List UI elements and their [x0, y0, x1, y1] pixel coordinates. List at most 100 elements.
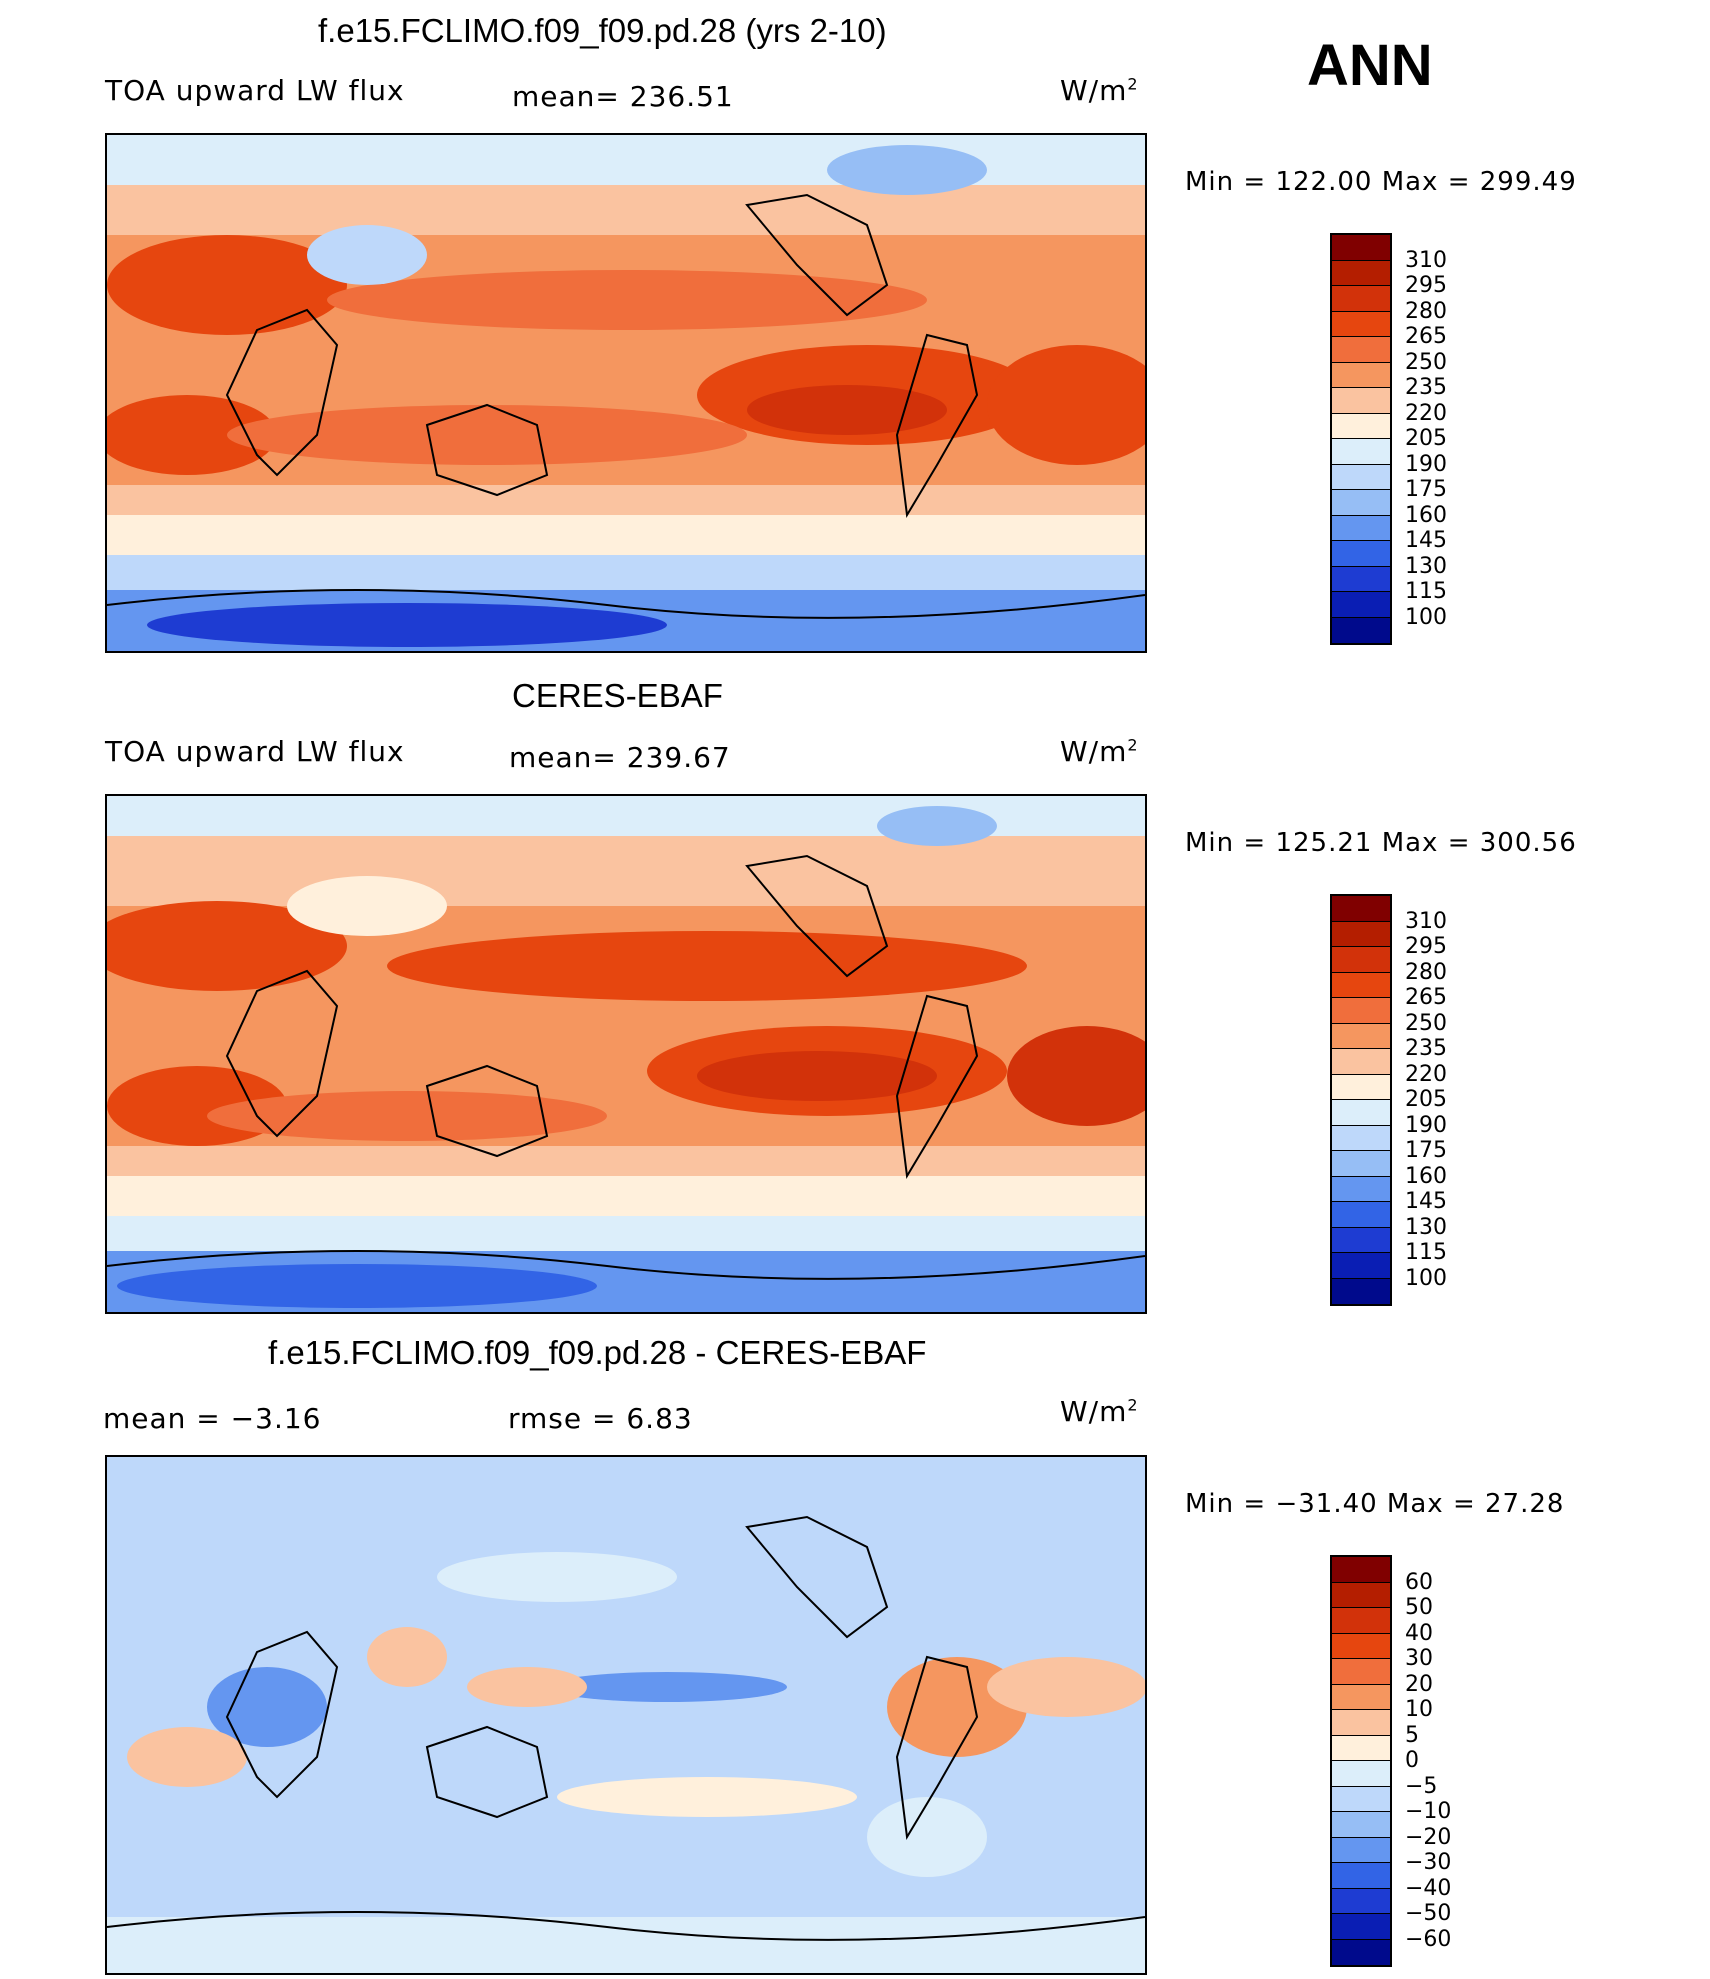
colorbar-3-segment [1332, 1812, 1390, 1838]
colorbar-2-segment [1332, 1202, 1390, 1228]
colorbar-2-tick-label: 160 [1405, 1163, 1447, 1189]
colorbar-3-segment [1332, 1582, 1390, 1608]
colorbar-2-segment [1332, 972, 1390, 998]
colorbar-3-tick-label: −60 [1405, 1926, 1452, 1952]
colorbar-1-tick-label: 100 [1405, 604, 1447, 630]
colorbar-3-tick-label: 20 [1405, 1671, 1433, 1697]
colorbar-2-tick-label: 115 [1405, 1240, 1447, 1265]
colorbar-3-tick-label: 10 [1405, 1697, 1433, 1722]
colorbar-2-tick-label: 205 [1405, 1087, 1447, 1112]
colorbar-2-tick-label: 220 [1405, 1061, 1447, 1087]
colorbar-3-tick-label: −30 [1405, 1850, 1452, 1875]
colorbar-1-segment [1332, 592, 1390, 618]
colorbar-1-segment [1332, 490, 1390, 516]
panel-3-rmse: rmse = 6.83 [508, 1402, 693, 1435]
panel-1-colorbar [1330, 233, 1392, 645]
colorbar-2-segment [1332, 921, 1390, 947]
panel-3-mean: mean = −3.16 [103, 1402, 322, 1435]
colorbar-1-tick-label: 175 [1405, 477, 1447, 502]
colorbar-3-tick-label: −10 [1405, 1799, 1452, 1824]
panel-2-title: CERES-EBAF [512, 677, 723, 714]
colorbar-2-tick-label: 295 [1405, 934, 1447, 959]
colorbar-3-tick-label: −20 [1405, 1824, 1452, 1850]
panel-2-variable-label: TOA upward LW flux [105, 735, 405, 768]
colorbar-2-tick-label: 280 [1405, 959, 1447, 985]
colorbar-2-tick-label: 175 [1405, 1138, 1447, 1163]
panel-1-mean: mean= 236.51 [512, 80, 734, 113]
colorbar-1-tick-label: 160 [1405, 502, 1447, 528]
colorbar-2-tick-label: 100 [1405, 1265, 1447, 1291]
colorbar-1-segment [1332, 235, 1390, 261]
colorbar-3-tick-label: 0 [1405, 1748, 1419, 1773]
panel-3-title: f.e15.FCLIMO.f09_f09.pd.28 - CERES-EBAF [268, 1334, 927, 1371]
colorbar-1-tick-label: 145 [1405, 528, 1447, 553]
colorbar-3-tick-label: 5 [1405, 1722, 1419, 1748]
colorbar-3-tick-label: 30 [1405, 1646, 1433, 1671]
colorbar-1-tick-label: 130 [1405, 553, 1447, 579]
colorbar-3-tick-label: 50 [1405, 1595, 1433, 1620]
colorbar-2-segment [1332, 1100, 1390, 1126]
panel-1-title: f.e15.FCLIMO.f09_f09.pd.28 (yrs 2-10) [318, 12, 887, 49]
colorbar-3-segment [1332, 1710, 1390, 1736]
panel-2-map [105, 794, 1147, 1314]
panel-1-map [105, 133, 1147, 653]
colorbar-3-tick-label: −40 [1405, 1875, 1452, 1901]
panel-3-units: W/m2 [1060, 1395, 1139, 1428]
colorbar-3-segment [1332, 1914, 1390, 1940]
colorbar-2-segment [1332, 1125, 1390, 1151]
colorbar-1-segment [1332, 337, 1390, 363]
colorbar-3-segment [1332, 1888, 1390, 1914]
colorbar-2-segment [1332, 1253, 1390, 1279]
colorbar-1-tick-label: 205 [1405, 426, 1447, 451]
colorbar-3-tick-label: 40 [1405, 1620, 1433, 1646]
colorbar-2-segment [1332, 1023, 1390, 1049]
panel-1-units: W/m2 [1060, 74, 1139, 107]
colorbar-2-tick-label: 145 [1405, 1189, 1447, 1214]
colorbar-1-tick-label: 190 [1405, 451, 1447, 477]
colorbar-1-segment [1332, 464, 1390, 490]
colorbar-3-segment [1332, 1863, 1390, 1889]
colorbar-1-segment [1332, 617, 1390, 643]
colorbar-2-tick-label: 250 [1405, 1010, 1447, 1036]
colorbar-3-segment [1332, 1557, 1390, 1583]
panel-3-map [105, 1455, 1147, 1975]
colorbar-2-segment [1332, 896, 1390, 922]
colorbar-2-segment [1332, 1074, 1390, 1100]
panel-3-minmax: Min = −31.40 Max = 27.28 [1185, 1489, 1565, 1519]
colorbar-2-segment [1332, 1049, 1390, 1075]
panel-2-mean: mean= 239.67 [509, 741, 731, 774]
colorbar-3-segment [1332, 1761, 1390, 1787]
colorbar-1-segment [1332, 566, 1390, 592]
colorbar-1-tick-label: 280 [1405, 298, 1447, 324]
panel-2-colorbar [1330, 894, 1392, 1306]
colorbar-1-tick-label: 250 [1405, 349, 1447, 375]
colorbar-3-segment [1332, 1659, 1390, 1685]
colorbar-1-segment [1332, 286, 1390, 312]
colorbar-3-segment [1332, 1837, 1390, 1863]
colorbar-2-segment [1332, 998, 1390, 1024]
colorbar-2-segment [1332, 947, 1390, 973]
colorbar-1-segment [1332, 260, 1390, 286]
colorbar-1-segment [1332, 541, 1390, 567]
colorbar-3-segment [1332, 1786, 1390, 1812]
panel-3-colorbar [1330, 1555, 1392, 1967]
panel-2-minmax: Min = 125.21 Max = 300.56 [1185, 828, 1577, 858]
colorbar-1-tick-label: 310 [1405, 247, 1447, 273]
colorbar-3-segment [1332, 1735, 1390, 1761]
colorbar-1-tick-label: 265 [1405, 324, 1447, 349]
colorbar-3-segment [1332, 1684, 1390, 1710]
colorbar-2-tick-label: 190 [1405, 1112, 1447, 1138]
colorbar-1-segment [1332, 311, 1390, 337]
colorbar-2-segment [1332, 1151, 1390, 1177]
colorbar-2-tick-label: 130 [1405, 1214, 1447, 1240]
colorbar-1-tick-label: 220 [1405, 400, 1447, 426]
colorbar-3-tick-label: −5 [1405, 1773, 1438, 1799]
colorbar-1-segment [1332, 515, 1390, 541]
colorbar-3-tick-label: 60 [1405, 1569, 1433, 1595]
colorbar-1-tick-label: 295 [1405, 273, 1447, 298]
colorbar-1-segment [1332, 413, 1390, 439]
colorbar-3-segment [1332, 1633, 1390, 1659]
colorbar-2-segment [1332, 1176, 1390, 1202]
panel-1-minmax: Min = 122.00 Max = 299.49 [1185, 167, 1577, 197]
season-label: ANN [1307, 33, 1433, 98]
